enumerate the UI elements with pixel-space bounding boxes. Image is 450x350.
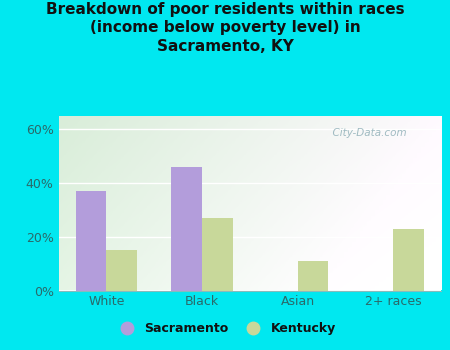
- Text: City-Data.com: City-Data.com: [326, 128, 407, 139]
- Bar: [76, 191, 106, 290]
- Bar: [297, 261, 328, 290]
- Bar: [171, 167, 202, 290]
- Bar: [393, 229, 424, 290]
- Text: Breakdown of poor residents within races
(income below poverty level) in
Sacrame: Breakdown of poor residents within races…: [46, 2, 404, 54]
- Bar: [106, 250, 137, 290]
- Legend: Sacramento, Kentucky: Sacramento, Kentucky: [109, 317, 341, 340]
- Bar: [202, 218, 233, 290]
